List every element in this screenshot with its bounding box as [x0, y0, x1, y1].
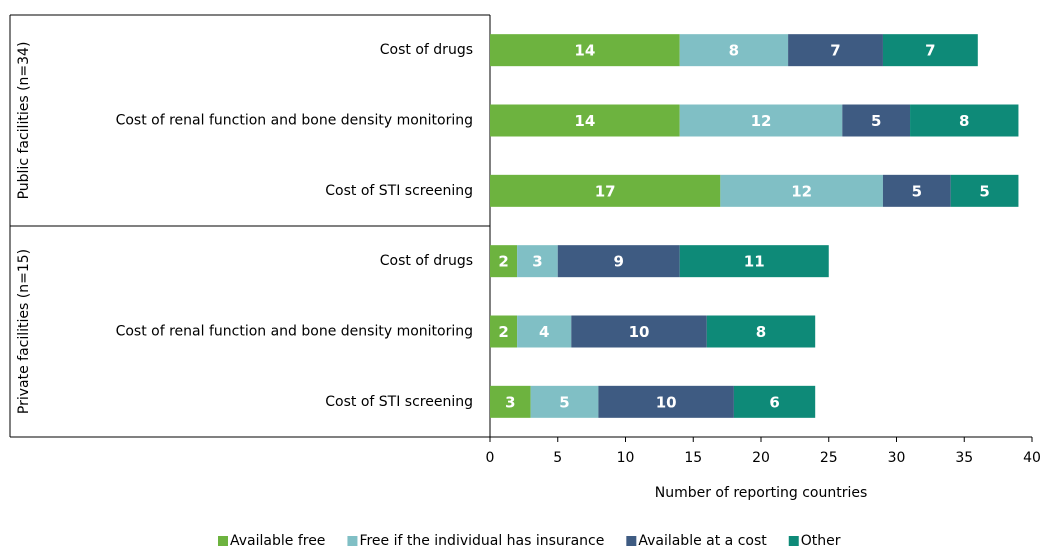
bar-segment	[706, 315, 816, 348]
data-label: 12	[791, 182, 812, 200]
data-label: 4	[539, 323, 549, 341]
bar-segment	[679, 245, 829, 278]
bar-segment	[517, 245, 558, 278]
y-tick-label: Cost of renal function and bone density …	[116, 324, 473, 340]
x-tick-label: 35	[955, 450, 973, 466]
legend-label: Free if the individual has insurance	[359, 533, 604, 549]
bar-segment	[679, 34, 789, 67]
x-tick-label: 30	[888, 450, 906, 466]
data-label: 9	[614, 253, 624, 271]
bar-segment	[733, 385, 816, 418]
data-label: 5	[979, 182, 989, 200]
bar-segment	[530, 385, 599, 418]
x-tick-label: 5	[553, 450, 562, 466]
bar-segment	[490, 34, 680, 67]
bar-segment	[842, 104, 911, 137]
data-label: 14	[574, 42, 595, 60]
legend-marker	[347, 536, 358, 546]
legend-label: Available free	[230, 533, 325, 549]
bar-segment	[490, 315, 518, 348]
legend-label: Other	[801, 533, 841, 549]
bar-segment	[571, 315, 707, 348]
legend-marker	[626, 536, 637, 546]
x-tick-label: 40	[1023, 450, 1041, 466]
bar-segment	[788, 34, 883, 67]
data-label: 7	[925, 42, 935, 60]
bar-segment	[679, 104, 843, 137]
group-label: Private facilities (n=15)	[16, 249, 32, 414]
data-label: 5	[559, 393, 569, 411]
data-label: 3	[532, 253, 542, 271]
x-axis-label: Number of reporting countries	[655, 485, 868, 501]
y-tick-label: Cost of renal function and bone density …	[116, 113, 473, 129]
legend-marker	[788, 536, 799, 546]
data-label: 14	[574, 112, 595, 130]
y-tick-label: Cost of STI screening	[325, 394, 473, 410]
legend-label: Available at a cost	[638, 533, 767, 549]
x-tick-label: 15	[684, 450, 702, 466]
x-tick-label: 25	[820, 450, 838, 466]
data-label: 11	[744, 253, 765, 271]
data-label: 2	[498, 253, 508, 271]
x-tick-label: 10	[617, 450, 635, 466]
bar-segment	[490, 174, 721, 207]
y-tick-label: Cost of drugs	[380, 253, 473, 269]
y-tick-label: Cost of drugs	[380, 42, 473, 58]
bar-segment	[517, 315, 572, 348]
y-tick-label: Cost of STI screening	[325, 183, 473, 199]
data-label: 6	[769, 393, 779, 411]
group-label: Public facilities (n=34)	[16, 42, 32, 200]
bar-segment	[598, 385, 734, 418]
bar-segment	[490, 104, 680, 137]
bar-segment	[882, 174, 951, 207]
data-label: 8	[756, 323, 766, 341]
bar-segment	[910, 104, 1019, 137]
bar-segment	[490, 385, 531, 418]
data-label: 12	[751, 112, 772, 130]
data-label: 10	[629, 323, 650, 341]
data-label: 5	[871, 112, 881, 130]
bar-segment	[950, 174, 1019, 207]
data-label: 5	[912, 182, 922, 200]
bar-segment	[882, 34, 978, 67]
data-label: 7	[830, 42, 840, 60]
bar-segment	[490, 245, 518, 278]
bar-segment	[557, 245, 680, 278]
x-tick-label: 0	[486, 450, 495, 466]
data-label: 10	[656, 393, 677, 411]
x-tick-label: 20	[752, 450, 770, 466]
data-label: 8	[959, 112, 969, 130]
data-label: 8	[729, 42, 739, 60]
data-label: 2	[498, 323, 508, 341]
data-label: 17	[595, 182, 616, 200]
bar-segment	[720, 174, 883, 207]
data-label: 3	[505, 393, 515, 411]
legend-marker	[218, 536, 228, 546]
